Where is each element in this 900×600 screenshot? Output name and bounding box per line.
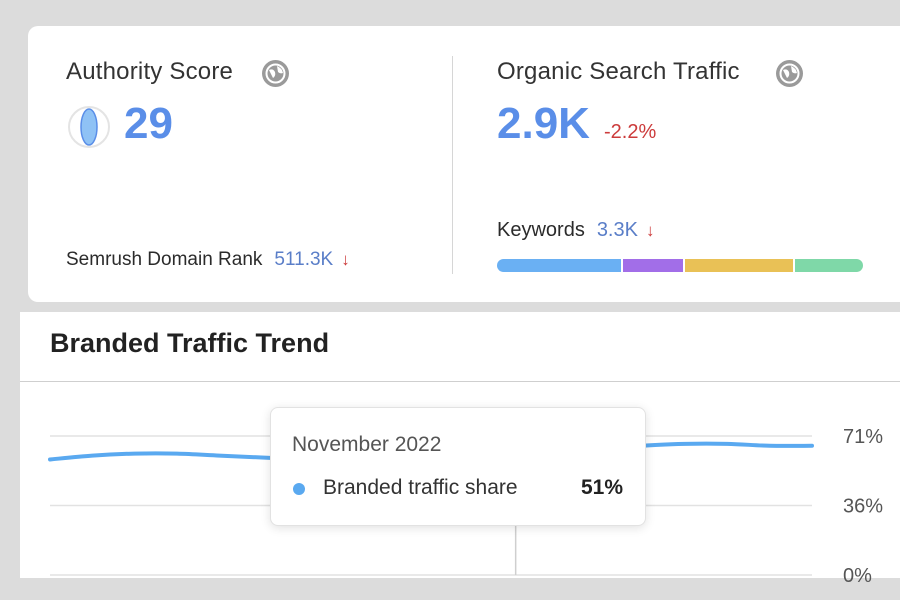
keyword-segment[interactable] bbox=[497, 259, 622, 272]
globe-icon[interactable] bbox=[776, 60, 803, 87]
keywords-distribution-bar[interactable] bbox=[497, 259, 863, 272]
tooltip-date: November 2022 bbox=[292, 433, 442, 456]
series-dot-icon bbox=[293, 483, 305, 495]
domain-rank-row: Semrush Domain Rank 511.3K ↓ bbox=[66, 249, 350, 271]
domain-rank-value[interactable]: 511.3K bbox=[274, 249, 334, 270]
keyword-segment[interactable] bbox=[795, 259, 863, 272]
authority-score-title: Authority Score bbox=[66, 58, 234, 85]
section-divider bbox=[20, 381, 900, 382]
authority-score-gauge-icon bbox=[68, 106, 110, 148]
tooltip-series-label: Branded traffic share bbox=[323, 476, 518, 499]
keyword-segment[interactable] bbox=[623, 259, 684, 272]
metrics-divider bbox=[452, 56, 453, 274]
tooltip-value: 51% bbox=[580, 476, 623, 499]
y-tick-label: 36% bbox=[843, 496, 883, 518]
y-tick-label: 71% bbox=[843, 426, 883, 448]
keyword-segment[interactable] bbox=[685, 259, 794, 272]
authority-score-value: 29 bbox=[124, 99, 173, 148]
branded-traffic-title: Branded Traffic Trend bbox=[50, 328, 330, 358]
keywords-value[interactable]: 3.3K bbox=[596, 219, 638, 241]
rank-trend-down-icon: ↓ bbox=[341, 250, 350, 269]
keywords-row: Keywords 3.3K ↓ bbox=[497, 219, 654, 242]
organic-traffic-value[interactable]: 2.9K bbox=[497, 99, 590, 148]
globe-icon[interactable] bbox=[262, 60, 289, 87]
organic-traffic-title: Organic Search Traffic bbox=[497, 58, 740, 85]
chart-tooltip: November 2022 Branded traffic share 51% bbox=[270, 407, 646, 526]
keywords-trend-down-icon: ↓ bbox=[645, 221, 655, 240]
keywords-label: Keywords bbox=[497, 219, 585, 241]
y-tick-label: 0% bbox=[843, 565, 872, 587]
metrics-card: Authority Score 29 Semrush Domain Rank 51… bbox=[28, 26, 900, 302]
domain-rank-label: Semrush Domain Rank bbox=[66, 249, 263, 270]
organic-traffic-change: -2.2% bbox=[604, 121, 657, 143]
